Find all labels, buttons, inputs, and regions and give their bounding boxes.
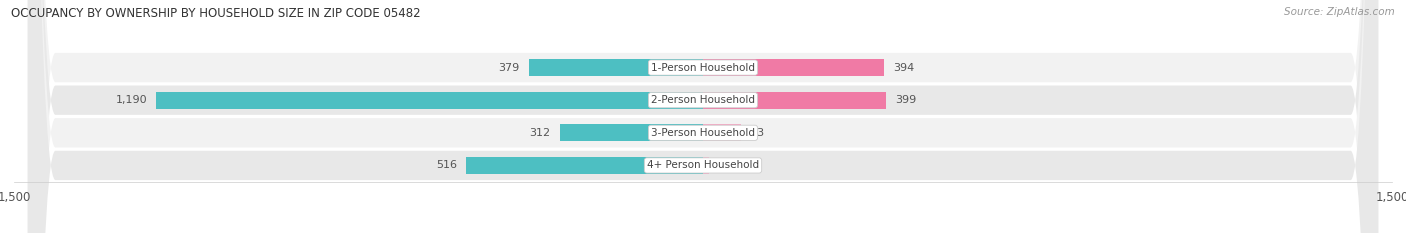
FancyBboxPatch shape xyxy=(28,0,1378,233)
Text: 3-Person Household: 3-Person Household xyxy=(651,128,755,138)
Text: 516: 516 xyxy=(436,161,457,170)
Text: 4+ Person Household: 4+ Person Household xyxy=(647,161,759,170)
Bar xyxy=(703,92,886,109)
Bar xyxy=(703,124,741,141)
Text: 1-Person Household: 1-Person Household xyxy=(651,63,755,72)
Text: 2-Person Household: 2-Person Household xyxy=(651,95,755,105)
FancyBboxPatch shape xyxy=(28,0,1378,233)
Bar xyxy=(465,157,703,174)
Text: 379: 379 xyxy=(499,63,520,72)
Text: 394: 394 xyxy=(893,63,914,72)
Bar xyxy=(156,92,703,109)
Bar xyxy=(703,157,710,174)
Bar xyxy=(529,59,703,76)
Text: 399: 399 xyxy=(896,95,917,105)
FancyBboxPatch shape xyxy=(28,0,1378,233)
FancyBboxPatch shape xyxy=(28,0,1378,233)
Text: 1,190: 1,190 xyxy=(115,95,148,105)
Bar xyxy=(560,124,703,141)
Text: Source: ZipAtlas.com: Source: ZipAtlas.com xyxy=(1284,7,1395,17)
Text: 83: 83 xyxy=(751,128,765,138)
Text: 14: 14 xyxy=(718,161,733,170)
Text: OCCUPANCY BY OWNERSHIP BY HOUSEHOLD SIZE IN ZIP CODE 05482: OCCUPANCY BY OWNERSHIP BY HOUSEHOLD SIZE… xyxy=(11,7,420,20)
Text: 312: 312 xyxy=(530,128,551,138)
Bar xyxy=(703,59,884,76)
